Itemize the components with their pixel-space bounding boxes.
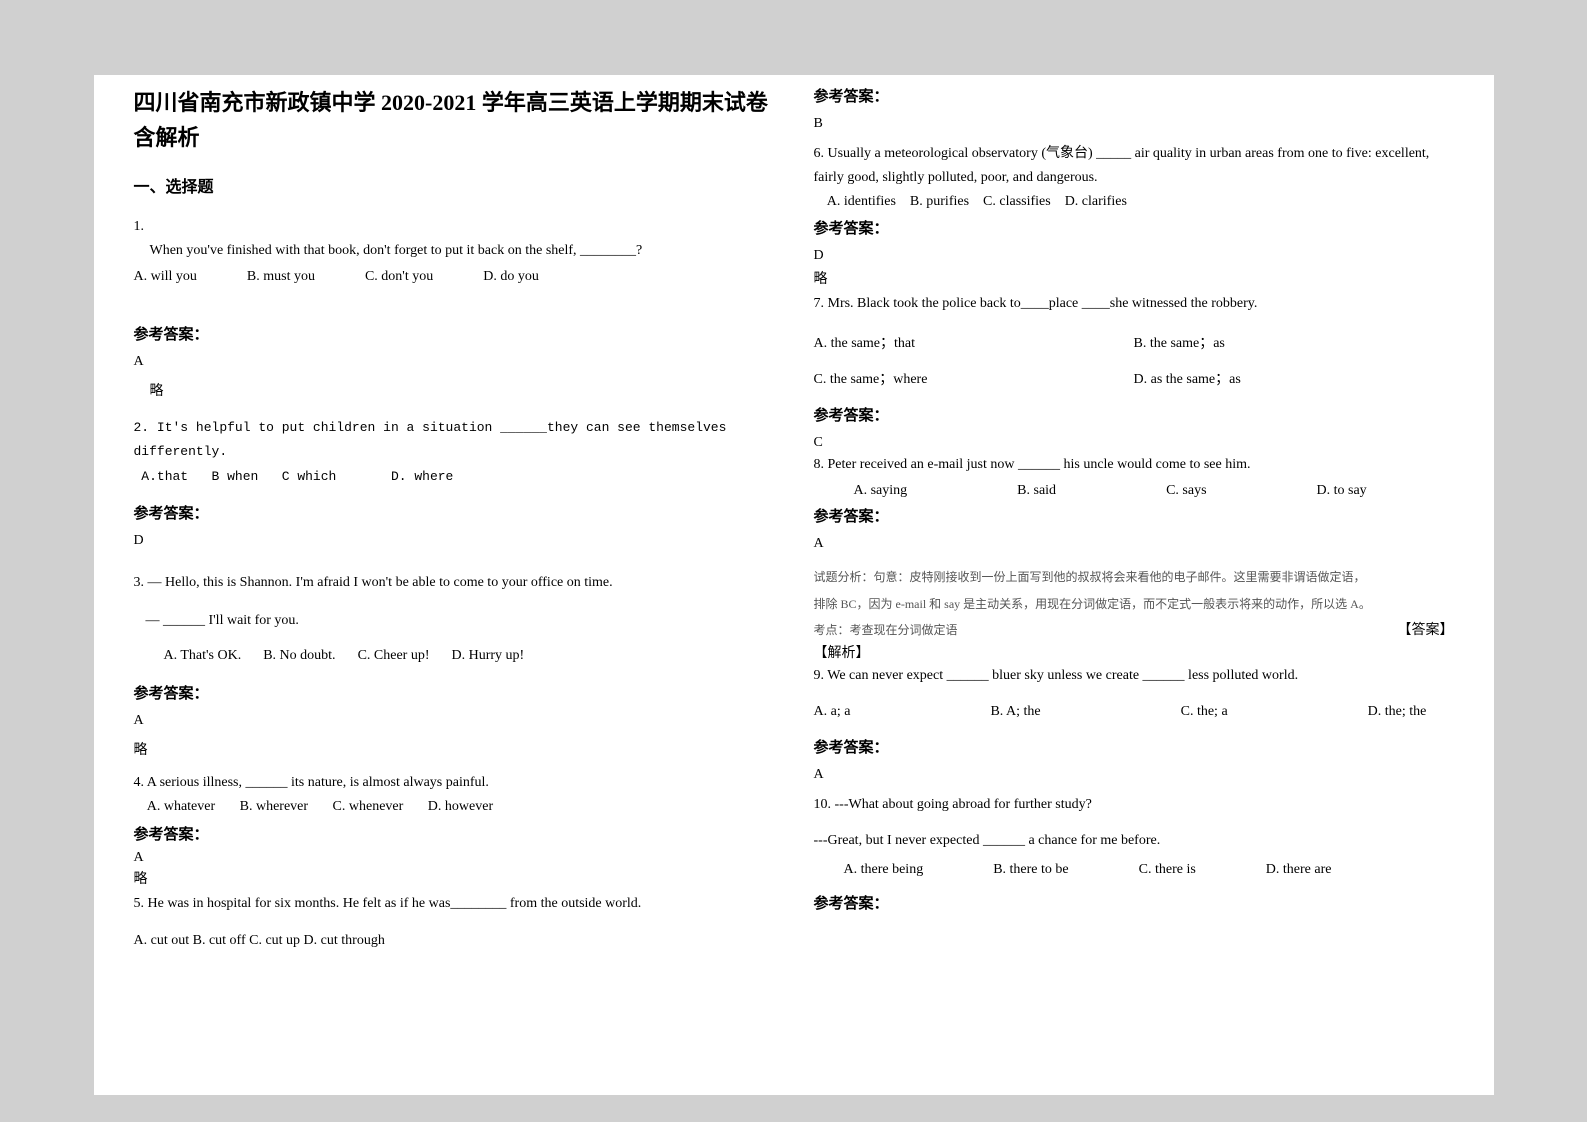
q10-line2: ---Great, but I never expected ______ a …	[814, 829, 1454, 853]
q1-opt-c: C. don't you	[365, 269, 433, 285]
q9-opt-a: A. a; a	[814, 704, 851, 720]
q1-opt-a: A. will you	[134, 269, 197, 285]
q7-opt-c: C. the same；where	[814, 368, 1014, 388]
q3-opt-a: A. That's OK.	[164, 648, 242, 664]
q8-analysis-row: 考点：考查现在分词做定语 【答案】	[814, 615, 1454, 642]
q1-opt-d: D. do you	[483, 269, 539, 285]
q10-opt-b: B. there to be	[993, 862, 1068, 878]
q1-note: 略	[134, 380, 774, 404]
q8-analysis-line1: 试题分析：句意：皮特刚接收到一份上面写到他的叔叔将会来看他的电子邮件。这里需要非…	[814, 566, 1454, 589]
answer-label-4: 参考答案：	[134, 823, 774, 844]
q9-opt-d: D. the; the	[1368, 704, 1427, 720]
question-9: 9. We can never expect ______ bluer sky …	[814, 664, 1454, 720]
q5-answer: B	[814, 116, 1454, 132]
q8-opt-d: D. to say	[1317, 483, 1367, 499]
question-7: 7. Mrs. Black took the police back to___…	[814, 292, 1454, 388]
q9-opt-b: B. A; the	[990, 704, 1040, 720]
q10-options: A. there being B. there to be C. there i…	[814, 862, 1454, 878]
q6-note: 略	[814, 268, 1454, 292]
q1-number: 1.	[134, 215, 774, 239]
q3-line2: — ______ I'll wait for you.	[134, 609, 774, 633]
analysis-tag: 【解析】	[814, 642, 1454, 666]
q8-analysis-line3: 考点：考查现在分词做定语	[814, 619, 958, 642]
q8-analysis-line2: 排除 BC，因为 e-mail 和 say 是主动关系，用现在分词做定语，而不定…	[814, 593, 1454, 616]
q6-text: 6. Usually a meteorological observatory …	[814, 142, 1454, 190]
right-column: 参考答案： B 6. Usually a meteorological obse…	[814, 85, 1454, 1055]
q7-answer: C	[814, 435, 1454, 451]
question-6: 6. Usually a meteorological observatory …	[814, 142, 1454, 213]
q9-text: 9. We can never expect ______ bluer sky …	[814, 664, 1454, 688]
question-1: 1. When you've finished with that book, …	[134, 215, 774, 285]
q10-line1: 10. ---What about going abroad for furth…	[814, 793, 1454, 817]
question-10: 10. ---What about going abroad for furth…	[814, 793, 1454, 879]
answer-label-1: 参考答案：	[134, 323, 774, 344]
q5-options: A. cut out B. cut off C. cut up D. cut t…	[134, 929, 774, 953]
answer-label-3: 参考答案：	[134, 682, 774, 703]
q8-text: 8. Peter received an e-mail just now ___…	[814, 453, 1454, 477]
q3-answer: A	[134, 713, 774, 729]
q3-opt-d: D. Hurry up!	[452, 648, 525, 664]
q4-note: 略	[134, 868, 774, 892]
q9-answer: A	[814, 767, 1454, 783]
q10-opt-d: D. there are	[1266, 862, 1332, 878]
q10-opt-a: A. there being	[844, 862, 924, 878]
answer-label-2: 参考答案：	[134, 502, 774, 523]
q7-options-row1: A. the same；that B. the same；as	[814, 332, 1454, 352]
q8-opt-b: B. said	[1017, 483, 1056, 499]
q4-answer: A	[134, 850, 774, 866]
q6-answer: D	[814, 248, 1454, 264]
q3-opt-c: C. Cheer up!	[358, 648, 430, 664]
q3-opt-b: B. No doubt.	[263, 648, 335, 664]
question-2: 2. It's helpful to put children in a sit…	[134, 416, 774, 490]
q7-options-row2: C. the same；where D. as the same；as	[814, 368, 1454, 388]
q7-opt-d: D. as the same；as	[1134, 368, 1241, 388]
q1-options: A. will you B. must you C. don't you D. …	[134, 269, 774, 285]
answer-label-6: 参考答案：	[814, 217, 1454, 238]
q1-opt-b: B. must you	[247, 269, 315, 285]
answer-label-5: 参考答案：	[814, 85, 1454, 106]
q4-text: 4. A serious illness, ______ its nature,…	[134, 771, 774, 795]
q3-options: A. That's OK. B. No doubt. C. Cheer up! …	[134, 648, 774, 664]
q2-options: A.that B when C which D. where	[134, 465, 774, 490]
answer-label-8: 参考答案：	[814, 505, 1454, 526]
q8-opt-a: A. saying	[854, 483, 908, 499]
q9-opt-c: C. the; a	[1181, 704, 1228, 720]
q10-opt-c: C. there is	[1139, 862, 1196, 878]
doc-title: 四川省南充市新政镇中学 2020-2021 学年高三英语上学期期末试卷含解析	[134, 85, 774, 155]
page: 四川省南充市新政镇中学 2020-2021 学年高三英语上学期期末试卷含解析 一…	[94, 75, 1494, 1095]
q8-opt-c: C. says	[1166, 483, 1206, 499]
q3-note: 略	[134, 739, 774, 763]
section-heading-1: 一、选择题	[134, 173, 774, 197]
question-5: 5. He was in hospital for six months. He…	[134, 892, 774, 954]
q8-options: A. saying B. said C. says D. to say	[814, 483, 1454, 499]
q7-text: 7. Mrs. Black took the police back to___…	[814, 292, 1454, 316]
q1-text: When you've finished with that book, don…	[134, 239, 774, 263]
q5-text: 5. He was in hospital for six months. He…	[134, 892, 774, 916]
q7-opt-b: B. the same；as	[1134, 332, 1225, 352]
answer-label-10: 参考答案：	[814, 892, 1454, 913]
q7-opt-a: A. the same；that	[814, 332, 1014, 352]
answer-label-7: 参考答案：	[814, 404, 1454, 425]
question-4: 4. A serious illness, ______ its nature,…	[134, 771, 774, 819]
q4-options: A. whatever B. wherever C. whenever D. h…	[134, 795, 774, 819]
question-3: 3. — Hello, this is Shannon. I'm afraid …	[134, 571, 774, 665]
left-column: 四川省南充市新政镇中学 2020-2021 学年高三英语上学期期末试卷含解析 一…	[134, 85, 774, 1055]
answer-label-9: 参考答案：	[814, 736, 1454, 757]
q1-answer: A	[134, 354, 774, 370]
q2-answer: D	[134, 533, 774, 549]
question-8: 8. Peter received an e-mail just now ___…	[814, 453, 1454, 499]
q8-answer: A	[814, 536, 1454, 552]
q2-text: 2. It's helpful to put children in a sit…	[134, 416, 774, 465]
answer-tag: 【答案】	[1398, 619, 1454, 639]
q3-line1: 3. — Hello, this is Shannon. I'm afraid …	[134, 571, 774, 595]
q9-options: A. a; a B. A; the C. the; a D. the; the	[814, 704, 1454, 720]
q6-options: A. identifies B. purifies C. classifies …	[814, 190, 1454, 214]
